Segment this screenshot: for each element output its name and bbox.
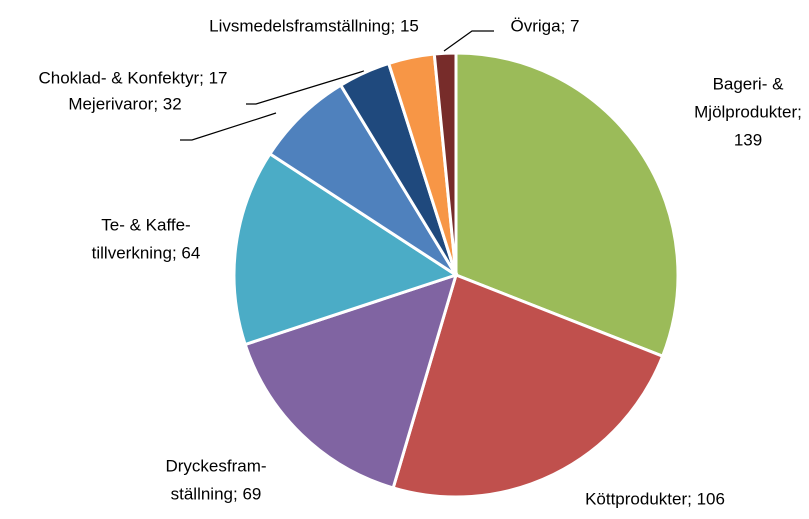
slice-label: tillverkning; 64 [92,243,201,262]
pie-slice [267,83,458,277]
slice-label: Dryckesfram- [165,456,266,475]
slice-label: Köttprodukter; 106 [585,489,725,508]
slice-label: Choklad- & Konfektyr; 17 [39,68,228,87]
leader-line [443,30,494,52]
leader-lines [180,30,494,141]
slice-label: Livsmedelsframställning; 15 [209,16,419,35]
pie-slice [454,51,680,359]
slice-label: 139 [734,130,762,149]
pie-slice [432,51,458,276]
slice-label: Mjölprodukter; [694,102,802,121]
leader-line [180,112,277,141]
pie-slice [391,273,665,499]
slice-label: Mejerivaror; 32 [68,94,181,113]
slice-label: Övriga; 7 [511,16,580,35]
slice-label: Bageri- & [713,74,785,93]
pie-slice [232,151,460,347]
slice-label: Te- & Kaffe- [101,215,190,234]
leader-line [246,70,365,105]
slice-label: ställning; 69 [171,484,262,503]
